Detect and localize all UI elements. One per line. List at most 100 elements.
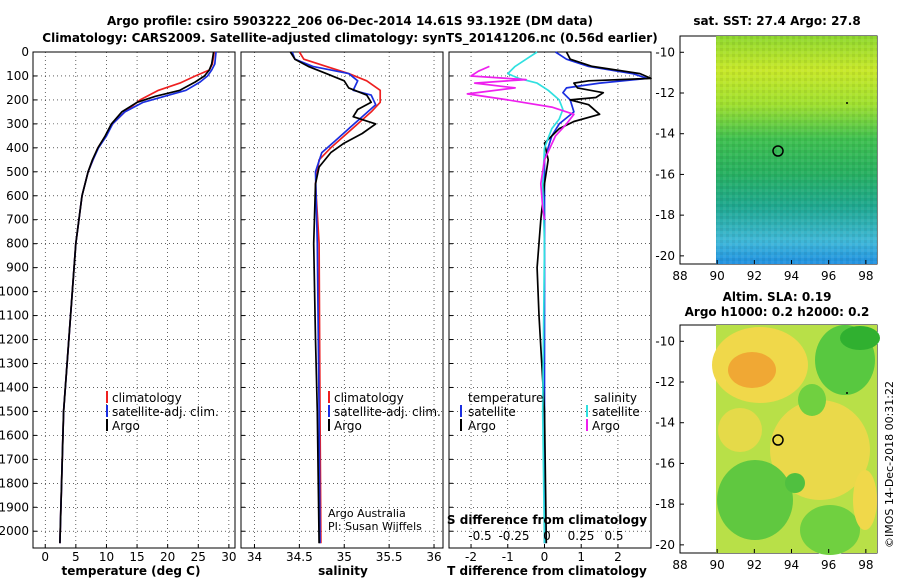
depth-tick-label: 300 bbox=[6, 117, 29, 131]
credit-line1: Argo Australia bbox=[328, 507, 406, 520]
depth-tick-label: 1700 bbox=[0, 452, 29, 466]
map-x-tick-label: 98 bbox=[858, 269, 873, 283]
map-x-tick-label: 94 bbox=[784, 558, 799, 572]
depth-tick-label: 1900 bbox=[0, 500, 29, 514]
map-y-tick-label: -20 bbox=[655, 538, 675, 552]
legend-swatch-t-satellite bbox=[460, 405, 462, 417]
sla-map-axes: 88 90 92 94 96 98 -10 -12 -14 -16 -18 -20 bbox=[655, 334, 873, 572]
map-y-tick-label: -12 bbox=[655, 375, 675, 389]
map-y-tick-label: -18 bbox=[655, 497, 675, 511]
sla-field bbox=[712, 325, 880, 555]
x-tick-label: 0 bbox=[41, 550, 49, 564]
difference-xlabel: T difference from climatology bbox=[447, 564, 647, 578]
depth-tick-label: 1400 bbox=[0, 380, 29, 394]
map-x-tick-label: 96 bbox=[821, 269, 836, 283]
legend-swatch-satellite bbox=[328, 405, 330, 417]
legend-satellite: satellite-adj. clim. bbox=[112, 405, 219, 419]
map-x-tick-label: 98 bbox=[858, 558, 873, 572]
salinity-legend: climatology satellite-adj. clim. Argo Ar… bbox=[328, 391, 441, 533]
sst-texture bbox=[716, 36, 877, 264]
x-tick-label: 1 bbox=[577, 550, 585, 564]
depth-axis: 0 100 200 300 400 500 600 700 800 900 1000 1100 1200… bbox=[0, 45, 29, 538]
salinity-xlabel: salinity bbox=[318, 564, 368, 578]
map-x-tick-label: 90 bbox=[710, 269, 725, 283]
depth-tick-label: 700 bbox=[6, 213, 29, 227]
legend-temperature-title: temperature bbox=[468, 391, 543, 405]
map-x-tick-label: 88 bbox=[672, 558, 687, 572]
depth-tick-label: 400 bbox=[6, 141, 29, 155]
temperature-panel: 0 5 10 15 20 25 30 bbox=[32, 51, 237, 564]
legend-swatch-climatology bbox=[106, 391, 108, 403]
difference-panel: -2 -1 0 1 2 bbox=[448, 51, 652, 564]
sst-map-title: sat. SST: 27.4 Argo: 27.8 bbox=[693, 14, 860, 28]
series-line-argo bbox=[59, 51, 215, 544]
depth-tick-label: 0 bbox=[21, 45, 29, 59]
sla-map-title1: Altim. SLA: 0.19 bbox=[723, 290, 832, 304]
legend-swatch-argo bbox=[106, 419, 108, 431]
x-tick-label: 25 bbox=[191, 550, 206, 564]
map-y-tick-label: -10 bbox=[655, 45, 675, 59]
map-y-tick-label: -16 bbox=[655, 456, 675, 470]
depth-tick-label: 100 bbox=[6, 69, 29, 83]
legend-salinity-title: salinity bbox=[594, 391, 637, 405]
legend-swatch-satellite bbox=[106, 405, 108, 417]
x-tick-label: 36 bbox=[426, 550, 441, 564]
legend-satellite: satellite-adj. clim. bbox=[334, 405, 441, 419]
x-tick-label: 20 bbox=[160, 550, 175, 564]
legend-s-satellite: satellite bbox=[592, 405, 640, 419]
map-y-tick-label: -18 bbox=[655, 208, 675, 222]
depth-tick-label: 1500 bbox=[0, 404, 29, 418]
credit-line2: PI: Susan Wijffels bbox=[328, 520, 422, 533]
legend-s-argo: Argo bbox=[592, 419, 620, 433]
series-line-satellite-adj-clim- bbox=[291, 51, 377, 544]
sst-map-axes: 88 90 92 94 96 98 -10 -12 -14 -16 -18 -20 bbox=[655, 45, 873, 283]
argo-location-marker bbox=[772, 434, 784, 446]
x-tick-label: 10 bbox=[99, 550, 114, 564]
depth-tick-label: 1300 bbox=[0, 356, 29, 370]
map-x-tick-label: 96 bbox=[821, 558, 836, 572]
island-marker bbox=[846, 392, 848, 394]
s-tick: 0.25 bbox=[568, 529, 595, 543]
map-y-tick-label: -12 bbox=[655, 86, 675, 100]
timestamp: ©IMOS 14-Dec-2018 00:31:22 bbox=[883, 381, 896, 548]
x-tick-label: 2 bbox=[614, 550, 622, 564]
depth-tick-label: 600 bbox=[6, 189, 29, 203]
x-tick-label: 34 bbox=[247, 550, 262, 564]
plot-area bbox=[32, 51, 236, 549]
x-tick-label: 15 bbox=[129, 550, 144, 564]
salinity-panel: 34 34.5 35 35.5 36 bbox=[240, 51, 444, 564]
legend-climatology: climatology bbox=[112, 391, 182, 405]
legend-t-satellite: satellite bbox=[468, 405, 516, 419]
map-y-tick-label: -16 bbox=[655, 167, 675, 181]
map-y-tick-label: -14 bbox=[655, 416, 675, 430]
s-tick: 0.5 bbox=[604, 529, 623, 543]
difference-legend: temperature satellite Argo salinity sate… bbox=[460, 391, 640, 433]
map-y-tick-label: -10 bbox=[655, 334, 675, 348]
depth-tick-label: 1800 bbox=[0, 476, 29, 490]
depth-tick-label: 900 bbox=[6, 261, 29, 275]
temperature-legend: climatology satellite-adj. clim. Argo bbox=[106, 391, 219, 433]
depth-tick-label: 1200 bbox=[0, 333, 29, 347]
x-tick-label: 30 bbox=[221, 550, 236, 564]
legend-swatch-t-argo bbox=[460, 419, 462, 431]
legend-argo: Argo bbox=[334, 419, 362, 433]
s-tick: -0.25 bbox=[498, 529, 529, 543]
legend-swatch-s-satellite bbox=[586, 405, 588, 417]
s-difference-label: S difference from climatology bbox=[447, 513, 647, 527]
x-tick-label: 5 bbox=[72, 550, 80, 564]
depth-tick-label: 800 bbox=[6, 237, 29, 251]
s-difference-axis: S difference from climatology -0.5 -0.25… bbox=[447, 513, 647, 543]
argo-location-marker bbox=[772, 145, 784, 157]
depth-tick-label: 2000 bbox=[0, 524, 29, 538]
s-tick: -0.5 bbox=[468, 529, 491, 543]
depth-tick-label: 500 bbox=[6, 165, 29, 179]
plot-area bbox=[448, 51, 652, 549]
island-marker bbox=[846, 102, 848, 104]
series-line-argo bbox=[289, 51, 377, 544]
figure-title-line2: Climatology: CARS2009. Satellite-adjuste… bbox=[42, 31, 657, 46]
depth-tick-label: 200 bbox=[6, 93, 29, 107]
x-tick-label: 34.5 bbox=[286, 550, 313, 564]
x-tick-label: 0 bbox=[541, 550, 549, 564]
s-tick: 0 bbox=[543, 529, 551, 543]
